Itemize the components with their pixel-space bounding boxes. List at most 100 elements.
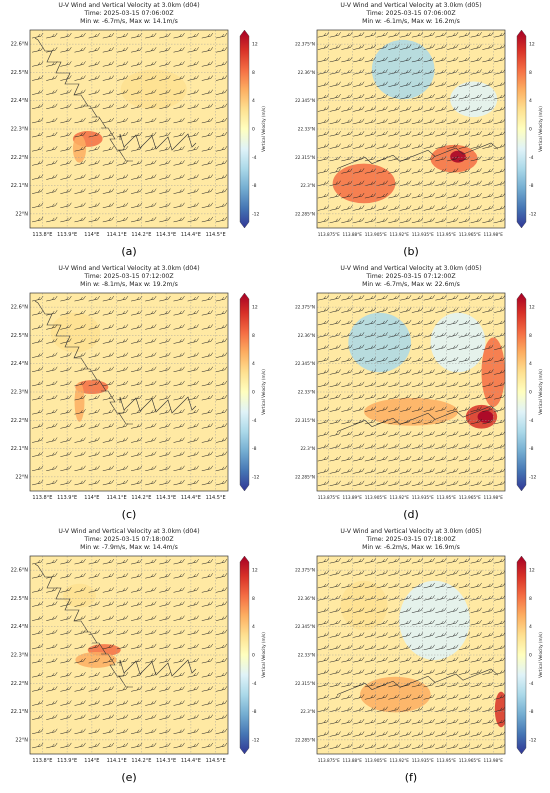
wind-barb bbox=[215, 352, 228, 358]
wind-barb bbox=[364, 468, 377, 474]
wind-barb bbox=[353, 81, 365, 87]
wind-barb bbox=[60, 103, 72, 110]
w-anomaly bbox=[50, 312, 101, 353]
wind-barb bbox=[102, 672, 114, 678]
wind-barb bbox=[435, 118, 447, 125]
wind-barb bbox=[411, 106, 424, 112]
wind-barb bbox=[447, 558, 459, 564]
wind-barb bbox=[400, 455, 412, 462]
wind-barb bbox=[411, 431, 424, 437]
wind-barb bbox=[173, 601, 185, 607]
wind-barb bbox=[74, 700, 86, 706]
wind-barb bbox=[341, 192, 353, 199]
wind-barb bbox=[329, 155, 341, 162]
colorbar-tick: 8 bbox=[252, 596, 255, 602]
wind-barb bbox=[470, 657, 482, 663]
wind-barb bbox=[46, 742, 58, 749]
wind-barb bbox=[60, 558, 72, 565]
wind-barb bbox=[102, 310, 114, 316]
wind-barb bbox=[400, 192, 412, 199]
x-tick-label: 114.1°E bbox=[107, 232, 127, 238]
wind-barb bbox=[88, 61, 100, 67]
wind-barb bbox=[46, 700, 58, 706]
wind-barb bbox=[159, 188, 171, 194]
wind-barb bbox=[187, 672, 199, 678]
wind-barb bbox=[317, 381, 330, 388]
wind-barb bbox=[74, 742, 86, 749]
x-tick-label: 114.5°E bbox=[206, 495, 226, 501]
wind-barb bbox=[411, 694, 424, 700]
wind-barb bbox=[482, 81, 494, 87]
wind-barb bbox=[131, 352, 143, 358]
wind-barb bbox=[173, 310, 185, 316]
x-tick-label: 113.8°E bbox=[32, 758, 52, 764]
wind-barb bbox=[329, 657, 341, 663]
wind-barb bbox=[376, 644, 388, 651]
wind-barb bbox=[74, 601, 86, 607]
wind-barb bbox=[201, 32, 213, 39]
wind-barb bbox=[201, 324, 213, 330]
wind-barb bbox=[116, 103, 129, 110]
panel-label: (f) bbox=[405, 771, 417, 784]
wind-barb bbox=[145, 324, 157, 330]
wind-barb bbox=[88, 728, 100, 735]
wind-barb bbox=[329, 394, 341, 400]
wind-barb bbox=[447, 706, 459, 712]
wind-barb bbox=[482, 381, 494, 388]
wind-barb bbox=[131, 742, 143, 749]
wind-barb bbox=[201, 629, 213, 636]
wind-barb bbox=[173, 324, 185, 330]
wind-barb bbox=[46, 451, 58, 457]
chart-svg: U-V Wind and Vertical Velocity at 3.0km … bbox=[11, 2, 266, 258]
wind-barb bbox=[145, 202, 157, 209]
wind-barb bbox=[116, 601, 129, 607]
wind-barb bbox=[400, 131, 412, 137]
wind-barb bbox=[458, 143, 471, 149]
wind-barb bbox=[411, 332, 424, 338]
wind-barb bbox=[435, 468, 447, 474]
w-anomaly bbox=[348, 312, 411, 373]
wind-barb bbox=[215, 465, 228, 472]
wind-barb bbox=[60, 202, 72, 209]
wind-barb bbox=[317, 681, 330, 688]
wind-barb bbox=[201, 103, 213, 110]
wind-barb bbox=[341, 205, 353, 211]
wind-barb bbox=[159, 479, 171, 486]
wind-barb bbox=[173, 117, 185, 124]
wind-barb bbox=[341, 706, 353, 712]
wind-barb bbox=[329, 118, 341, 125]
wind-barb bbox=[60, 714, 72, 720]
wind-barb bbox=[102, 352, 114, 358]
wind-barb bbox=[411, 44, 424, 50]
wind-barb bbox=[423, 205, 435, 211]
wind-barb bbox=[116, 643, 129, 650]
wind-barb bbox=[317, 731, 330, 737]
wind-barb bbox=[364, 168, 377, 174]
wind-barb bbox=[317, 406, 330, 412]
colorbar-tick: -4 bbox=[529, 418, 534, 424]
y-tick-label: 22.375°N bbox=[295, 568, 315, 573]
wind-barb bbox=[341, 657, 353, 663]
wind-barb bbox=[482, 217, 494, 224]
wind-barb bbox=[46, 32, 58, 39]
wind-barb bbox=[376, 180, 388, 186]
wind-barb bbox=[145, 117, 157, 124]
wind-barb bbox=[102, 89, 114, 95]
wind-barb bbox=[116, 394, 129, 401]
wind-barb bbox=[173, 629, 185, 636]
wind-barb bbox=[435, 356, 447, 363]
wind-barb bbox=[201, 615, 213, 621]
wind-barb bbox=[435, 81, 447, 87]
wind-barb bbox=[173, 89, 185, 95]
y-tick-label: 22.345°N bbox=[295, 98, 315, 103]
wind-barb bbox=[435, 56, 447, 63]
wind-barb bbox=[317, 582, 330, 589]
y-tick-label: 22.2°N bbox=[11, 418, 29, 424]
wind-barb bbox=[435, 369, 447, 375]
wind-barb bbox=[388, 205, 400, 211]
wind-barb bbox=[400, 369, 412, 375]
wind-barb bbox=[364, 657, 377, 663]
wind-barb bbox=[447, 619, 459, 626]
wind-barb bbox=[400, 356, 412, 363]
wind-barb bbox=[215, 338, 228, 344]
